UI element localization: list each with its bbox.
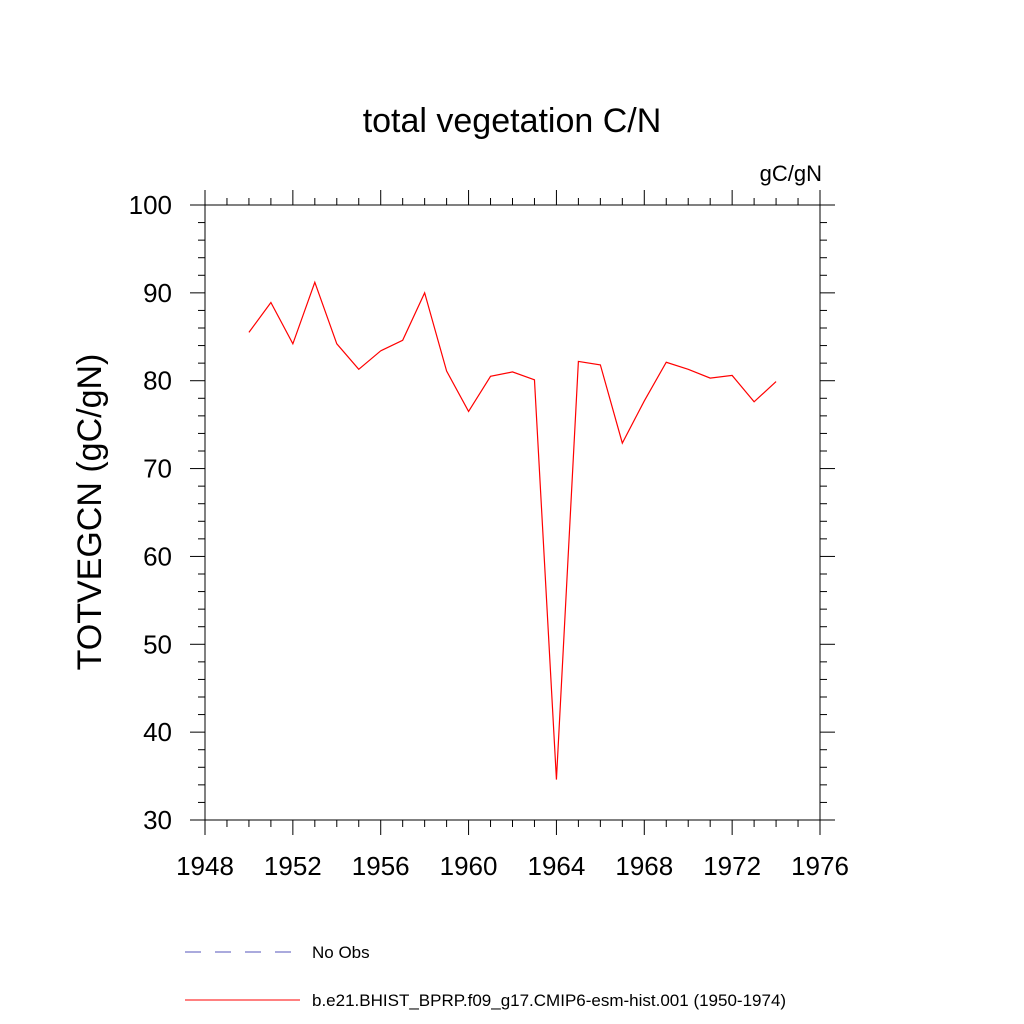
y-axis-label: TOTVEGCN (gC/gN) (71, 354, 109, 671)
y-tick-label: 90 (143, 278, 172, 308)
chart-title: total vegetation C/N (363, 102, 662, 140)
legend: No Obs b.e21.BHIST_BPRP.f09_g17.CMIP6-esm… (185, 943, 786, 1010)
legend-label: b.e21.BHIST_BPRP.f09_g17.CMIP6-esm-hist.… (312, 991, 786, 1010)
x-tick-label: 1976 (791, 851, 849, 881)
x-tick-label: 1960 (440, 851, 498, 881)
series-layer (248, 280, 777, 780)
x-tick-label: 1968 (615, 851, 673, 881)
legend-label: No Obs (312, 943, 370, 962)
y-tick-label: 40 (143, 717, 172, 747)
units-label: gC/gN (760, 161, 822, 186)
plot-frame (204, 204, 821, 821)
series-line (248, 280, 777, 780)
y-tick-label: 80 (143, 366, 172, 396)
x-tick-label: 1956 (352, 851, 410, 881)
x-tick-label: 1972 (703, 851, 761, 881)
y-tick-label: 30 (143, 805, 172, 835)
x-tick-label: 1952 (264, 851, 322, 881)
axis-ticks: 1948 1952 1956 1960 1964 1968 1972 1976 30 40 50 60… (129, 190, 849, 881)
y-tick-label: 100 (129, 190, 172, 220)
y-tick-label: 70 (143, 454, 172, 484)
x-tick-label: 1964 (528, 851, 586, 881)
y-tick-label: 50 (143, 629, 172, 659)
y-tick-label: 60 (143, 541, 172, 571)
x-tick-label: 1948 (176, 851, 234, 881)
